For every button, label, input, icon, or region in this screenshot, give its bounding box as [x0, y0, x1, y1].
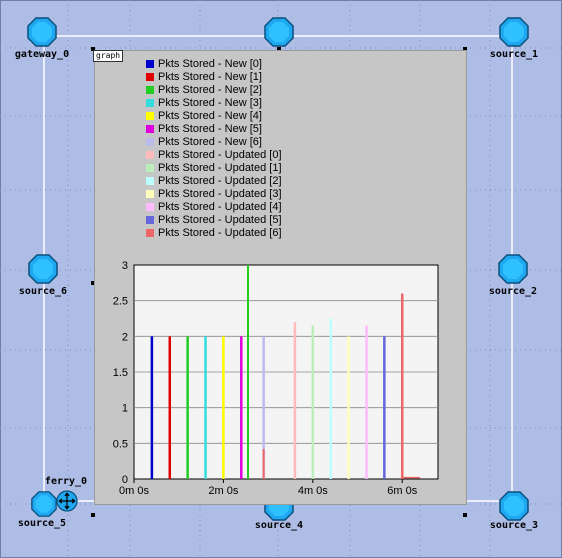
selection-handle[interactable] — [277, 47, 281, 51]
legend-label: Pkts Stored - Updated [2] — [158, 175, 282, 187]
legend-swatch — [146, 216, 154, 224]
legend-label: Pkts Stored - Updated [5] — [158, 214, 282, 226]
source-2-label: source_2 — [488, 286, 538, 297]
selection-handle[interactable] — [91, 281, 95, 285]
source-6-node[interactable] — [28, 254, 58, 284]
y-tick-label: 0 — [122, 474, 128, 486]
legend-swatch — [146, 164, 154, 172]
graph-tag: graph — [93, 50, 124, 62]
y-tick-label: 2 — [122, 331, 128, 343]
legend-swatch — [146, 138, 154, 146]
legend-label: Pkts Stored - New [3] — [158, 97, 262, 109]
ferry-0-node[interactable] — [56, 490, 78, 512]
legend-swatch — [146, 203, 154, 211]
legend-label: Pkts Stored - New [0] — [158, 58, 262, 70]
source-1-label: source_1 — [489, 49, 539, 60]
selection-handle[interactable] — [91, 513, 95, 517]
legend-label: Pkts Stored - Updated [1] — [158, 162, 282, 174]
legend-swatch — [146, 125, 154, 133]
selection-handle[interactable] — [463, 513, 467, 517]
legend-label: Pkts Stored - Updated [3] — [158, 188, 282, 200]
y-tick-label: 0.5 — [113, 438, 128, 450]
source-3-label: source_3 — [489, 520, 539, 531]
legend-swatch — [146, 229, 154, 237]
selection-handle[interactable] — [463, 47, 467, 51]
legend-label: Pkts Stored - New [2] — [158, 84, 262, 96]
legend-label: Pkts Stored - New [6] — [158, 136, 262, 148]
x-tick-label: 4m 0s — [298, 485, 328, 497]
legend-swatch — [146, 112, 154, 120]
x-tick-label: 2m 0s — [208, 485, 238, 497]
legend-label: Pkts Stored - New [4] — [158, 110, 262, 122]
y-tick-label: 1 — [122, 403, 128, 415]
source-0-node[interactable] — [264, 17, 294, 47]
source-3-node[interactable] — [499, 491, 529, 521]
chart-area: 0 0.5 1 1.5 2 2.5 3 0m 0s 2m 0s 4m 0s 6m 0s — [113, 260, 439, 497]
gateway-0-label: gateway_0 — [14, 49, 70, 60]
legend-swatch — [146, 190, 154, 198]
legend-label: Pkts Stored - New [5] — [158, 123, 262, 135]
legend-label: Pkts Stored - New [1] — [158, 71, 262, 83]
source-6-label: source_6 — [18, 286, 68, 297]
source-4-label: source_4 — [254, 520, 304, 531]
source-5-node[interactable] — [31, 491, 57, 517]
selection-handle[interactable] — [91, 47, 95, 51]
gateway-0-node[interactable] — [27, 17, 57, 47]
legend-label: Pkts Stored - Updated [4] — [158, 201, 282, 213]
source-1-node[interactable] — [499, 17, 529, 47]
ferry-0-label: ferry_0 — [44, 476, 88, 487]
legend-swatch — [146, 86, 154, 94]
legend-swatch — [146, 177, 154, 185]
y-tick-label: 1.5 — [113, 367, 128, 379]
legend-swatch — [146, 60, 154, 68]
x-tick-label: 6m 0s — [387, 485, 417, 497]
y-tick-label: 2.5 — [113, 296, 128, 308]
legend-swatch — [146, 73, 154, 81]
legend-label: Pkts Stored - Updated [0] — [158, 149, 282, 161]
x-tick-label: 0m 0s — [119, 485, 149, 497]
legend-swatch — [146, 151, 154, 159]
legend-swatch — [146, 99, 154, 107]
source-2-node[interactable] — [498, 254, 528, 284]
y-tick-label: 3 — [122, 260, 128, 272]
source-5-label: source_5 — [17, 518, 67, 529]
legend-label: Pkts Stored - Updated [6] — [158, 227, 282, 239]
